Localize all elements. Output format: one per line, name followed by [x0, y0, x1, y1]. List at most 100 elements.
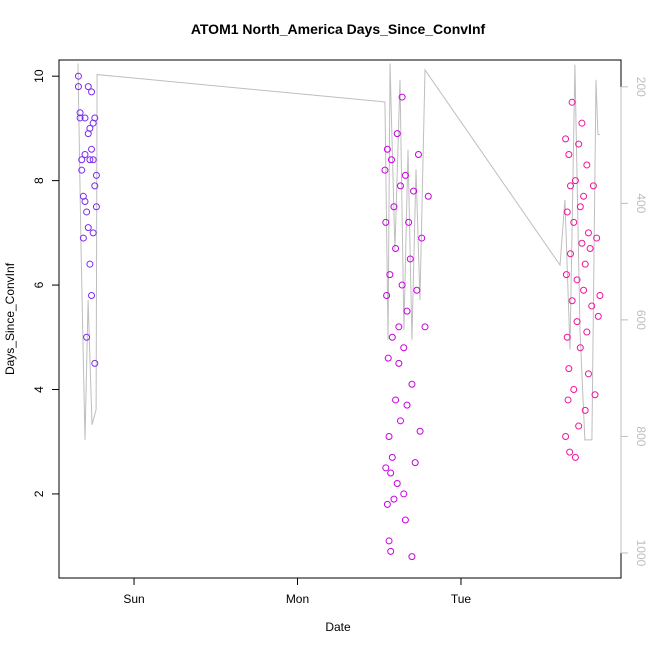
point: [571, 177, 579, 185]
point: [79, 234, 87, 242]
point: [580, 286, 588, 294]
point: [76, 114, 84, 122]
x-tick-label: Sun: [123, 592, 144, 606]
point: [81, 114, 89, 122]
plot-area: [74, 63, 604, 561]
point: [92, 203, 100, 211]
point: [396, 182, 404, 190]
point: [74, 83, 82, 91]
point: [386, 271, 394, 279]
point: [596, 292, 604, 300]
point: [562, 432, 570, 440]
point: [562, 135, 570, 143]
point: [566, 182, 574, 190]
point: [382, 218, 390, 226]
chart-title: ATOM1 North_America Days_Since_ConvInf: [191, 21, 486, 37]
point: [410, 187, 418, 195]
point: [570, 385, 578, 393]
point: [393, 130, 401, 138]
point: [401, 516, 409, 524]
point: [568, 297, 576, 305]
point: [91, 182, 99, 190]
point: [390, 495, 398, 503]
point: [88, 145, 96, 153]
point: [563, 333, 571, 341]
point: [583, 161, 591, 169]
point: [573, 318, 581, 326]
point: [387, 547, 395, 555]
point: [408, 380, 416, 388]
point: [92, 171, 100, 179]
point: [571, 453, 579, 461]
point: [83, 333, 91, 341]
point: [581, 260, 589, 268]
point: [396, 417, 404, 425]
point: [591, 391, 599, 399]
point: [383, 292, 391, 300]
point: [565, 151, 573, 159]
point: [91, 359, 99, 367]
x-tick-label: Mon: [286, 592, 309, 606]
line: [77, 63, 600, 441]
y2-tick-label: 400: [634, 193, 648, 213]
point: [86, 124, 94, 132]
point: [76, 109, 84, 117]
point: [594, 312, 602, 320]
x-axis-label: Date: [325, 620, 351, 634]
point: [564, 396, 572, 404]
y-tick-label: 2: [32, 490, 46, 497]
point: [84, 224, 92, 232]
point: [575, 422, 583, 430]
point: [403, 307, 411, 315]
point: [576, 344, 584, 352]
point: [411, 459, 419, 467]
point: [395, 323, 403, 331]
point: [421, 323, 429, 331]
point: [578, 239, 586, 247]
point: [74, 72, 82, 80]
point: [568, 98, 576, 106]
point: [584, 370, 592, 378]
point: [398, 281, 406, 289]
y-tick-label: 6: [32, 281, 46, 288]
point: [83, 208, 91, 216]
point: [575, 140, 583, 148]
point: [382, 464, 390, 472]
point: [562, 271, 570, 279]
point: [581, 406, 589, 414]
point: [78, 166, 86, 174]
point: [408, 553, 416, 561]
point: [383, 500, 391, 508]
point: [393, 479, 401, 487]
point: [413, 286, 421, 294]
point: [573, 276, 581, 284]
y2-tick-label: 1000: [634, 540, 648, 567]
point: [570, 218, 578, 226]
point: [86, 156, 94, 164]
point: [403, 401, 411, 409]
point: [88, 88, 96, 96]
point: [89, 156, 97, 164]
y-tick-label: 4: [32, 386, 46, 393]
point: [400, 490, 408, 498]
point: [580, 192, 588, 200]
point: [78, 156, 86, 164]
point: [387, 469, 395, 477]
point: [384, 354, 392, 362]
point: [565, 365, 573, 373]
y2-tick-label: 600: [634, 310, 648, 330]
point: [383, 145, 391, 153]
point: [91, 114, 99, 122]
point: [388, 333, 396, 341]
point: [388, 453, 396, 461]
point: [578, 119, 586, 127]
point: [401, 171, 409, 179]
y2-tick-label: 800: [634, 426, 648, 446]
point: [416, 427, 424, 435]
point: [390, 203, 398, 211]
point: [566, 250, 574, 258]
y-axis-label: Days_Since_ConvInf: [3, 262, 17, 375]
point: [406, 255, 414, 263]
